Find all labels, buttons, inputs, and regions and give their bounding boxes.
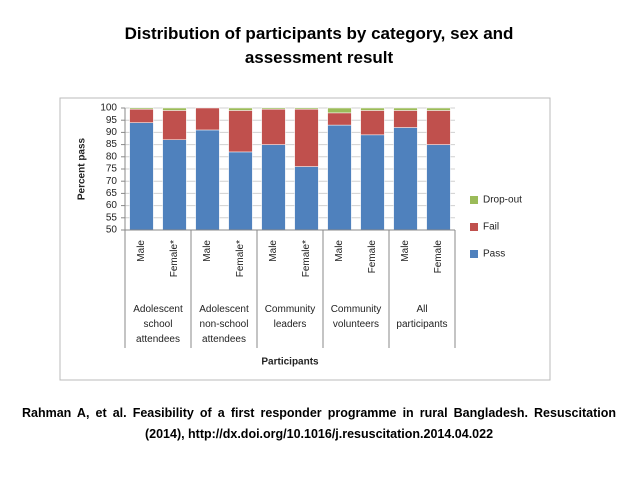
y-tick-label: 75 bbox=[106, 164, 118, 175]
bar-segment bbox=[261, 107, 286, 110]
group-label: Community leaders bbox=[264, 304, 316, 330]
y-tick-label: 90 bbox=[106, 127, 118, 138]
x-tick-label: Female* bbox=[169, 240, 180, 277]
caption: Rahman A, et al. Feasibility of a first … bbox=[22, 406, 616, 441]
x-tick-label: Male bbox=[136, 240, 147, 262]
x-tick-label: Male bbox=[202, 240, 213, 262]
y-tick-label: 85 bbox=[106, 139, 118, 150]
y-tick-label: 55 bbox=[106, 212, 118, 223]
chart-frame bbox=[59, 97, 551, 381]
chart-title: Distribution of participants by category… bbox=[124, 24, 514, 67]
bar-segment bbox=[228, 110, 253, 153]
bar-segment bbox=[129, 107, 154, 110]
bar-segment bbox=[393, 110, 418, 128]
bar-segment bbox=[261, 144, 286, 231]
group-label: Community volunteers bbox=[330, 304, 382, 330]
legend-label: Drop-out bbox=[483, 195, 522, 206]
bar-segment bbox=[162, 139, 187, 231]
bar-segment bbox=[327, 124, 352, 231]
bar-segment bbox=[261, 108, 286, 145]
bar-segment bbox=[426, 144, 451, 231]
bar-segment bbox=[195, 107, 220, 131]
y-tick-label: 95 bbox=[106, 115, 118, 126]
legend-swatch bbox=[470, 250, 478, 258]
bar-segment bbox=[195, 129, 220, 231]
x-tick-label: Female bbox=[433, 240, 444, 274]
bar-segment bbox=[294, 107, 319, 110]
x-tick-label: Female* bbox=[301, 240, 312, 277]
bar-segment bbox=[327, 107, 352, 114]
x-tick-label: Male bbox=[268, 240, 279, 262]
y-tick-label: 70 bbox=[106, 176, 118, 187]
bar-segment bbox=[426, 107, 451, 111]
bar-segment bbox=[162, 107, 187, 111]
bar-segment bbox=[162, 110, 187, 140]
bar-segment bbox=[360, 134, 385, 231]
y-tick-label: 60 bbox=[106, 200, 118, 211]
x-tick-label: Female bbox=[367, 240, 378, 274]
legend-swatch bbox=[470, 223, 478, 231]
legend-label: Fail bbox=[483, 222, 499, 233]
x-tick-label: Male bbox=[334, 240, 345, 262]
legend-swatch bbox=[470, 196, 478, 204]
y-tick-label: 50 bbox=[106, 225, 118, 236]
x-tick-label: Female* bbox=[235, 240, 246, 277]
bar-segment bbox=[360, 110, 385, 136]
x-tick-label: Male bbox=[400, 240, 411, 262]
bar-segment bbox=[129, 108, 154, 123]
legend-label: Pass bbox=[483, 249, 505, 260]
bar-segment bbox=[294, 166, 319, 231]
bar-segment bbox=[228, 107, 253, 111]
y-tick-label: 100 bbox=[100, 103, 117, 114]
y-tick-label: 80 bbox=[106, 151, 118, 162]
x-axis-title: Participants bbox=[261, 357, 319, 368]
bar-segment bbox=[360, 107, 385, 111]
y-tick-label: 65 bbox=[106, 188, 118, 199]
bar-segment bbox=[327, 112, 352, 126]
group-label: Adolescent school attendees bbox=[133, 304, 183, 345]
group-label: Adolescent non-school attendees bbox=[199, 304, 249, 345]
bar-segment bbox=[228, 151, 253, 231]
bar-segment bbox=[426, 110, 451, 145]
bar-segment bbox=[129, 122, 154, 231]
bar-segment bbox=[294, 108, 319, 167]
group-label: All participants bbox=[396, 304, 448, 330]
bar-segment bbox=[393, 127, 418, 231]
y-axis-title: Percent pass bbox=[77, 137, 88, 200]
bar-segment bbox=[393, 107, 418, 111]
